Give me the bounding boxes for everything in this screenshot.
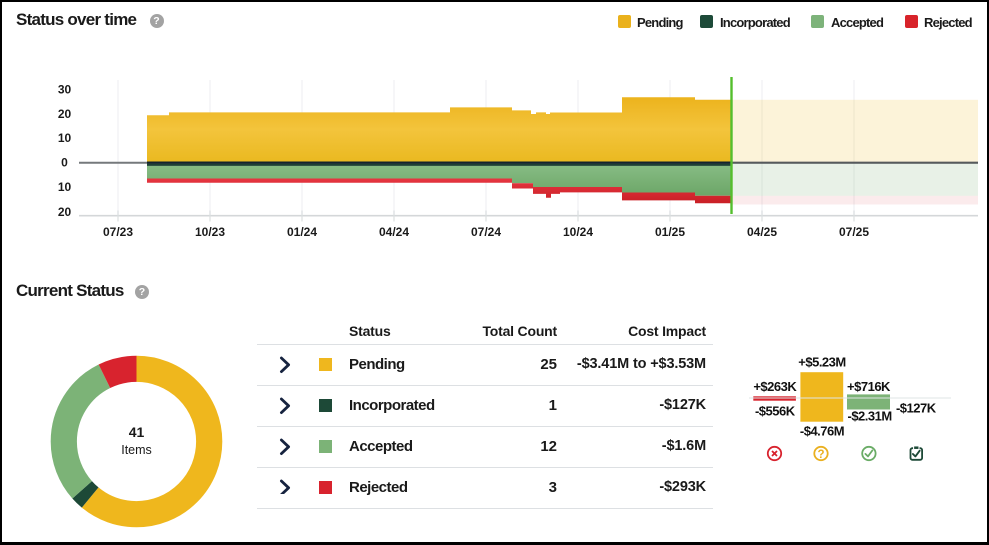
svg-text:10/23: 10/23 xyxy=(195,225,225,239)
svg-text:-$4.76M: -$4.76M xyxy=(800,424,844,439)
svg-text:07/25: 07/25 xyxy=(839,225,869,239)
svg-text:+$716K: +$716K xyxy=(847,379,891,394)
svg-text:10: 10 xyxy=(58,131,72,145)
svg-text:01/24: 01/24 xyxy=(287,225,317,239)
svg-text:07/23: 07/23 xyxy=(103,225,133,239)
svg-text:07/24: 07/24 xyxy=(471,225,501,239)
svg-text:Items: Items xyxy=(121,443,152,457)
svg-text:41: 41 xyxy=(129,424,145,440)
svg-text:04/25: 04/25 xyxy=(747,225,777,239)
svg-text:10/24: 10/24 xyxy=(563,225,593,239)
svg-text:20: 20 xyxy=(58,107,72,121)
svg-text:10: 10 xyxy=(58,180,72,194)
svg-text:-$556K: -$556K xyxy=(755,404,796,419)
svg-text:-$2.31M: -$2.31M xyxy=(847,409,891,424)
svg-text:-$127K: -$127K xyxy=(896,401,937,416)
svg-text:+$263K: +$263K xyxy=(753,379,797,394)
svg-text:30: 30 xyxy=(58,82,72,96)
svg-text:?: ? xyxy=(817,449,824,461)
svg-text:+$5.23M: +$5.23M xyxy=(798,355,845,370)
svg-text:0: 0 xyxy=(61,155,68,169)
svg-text:01/25: 01/25 xyxy=(655,225,685,239)
svg-text:20: 20 xyxy=(58,205,72,219)
svg-text:04/24: 04/24 xyxy=(379,225,409,239)
